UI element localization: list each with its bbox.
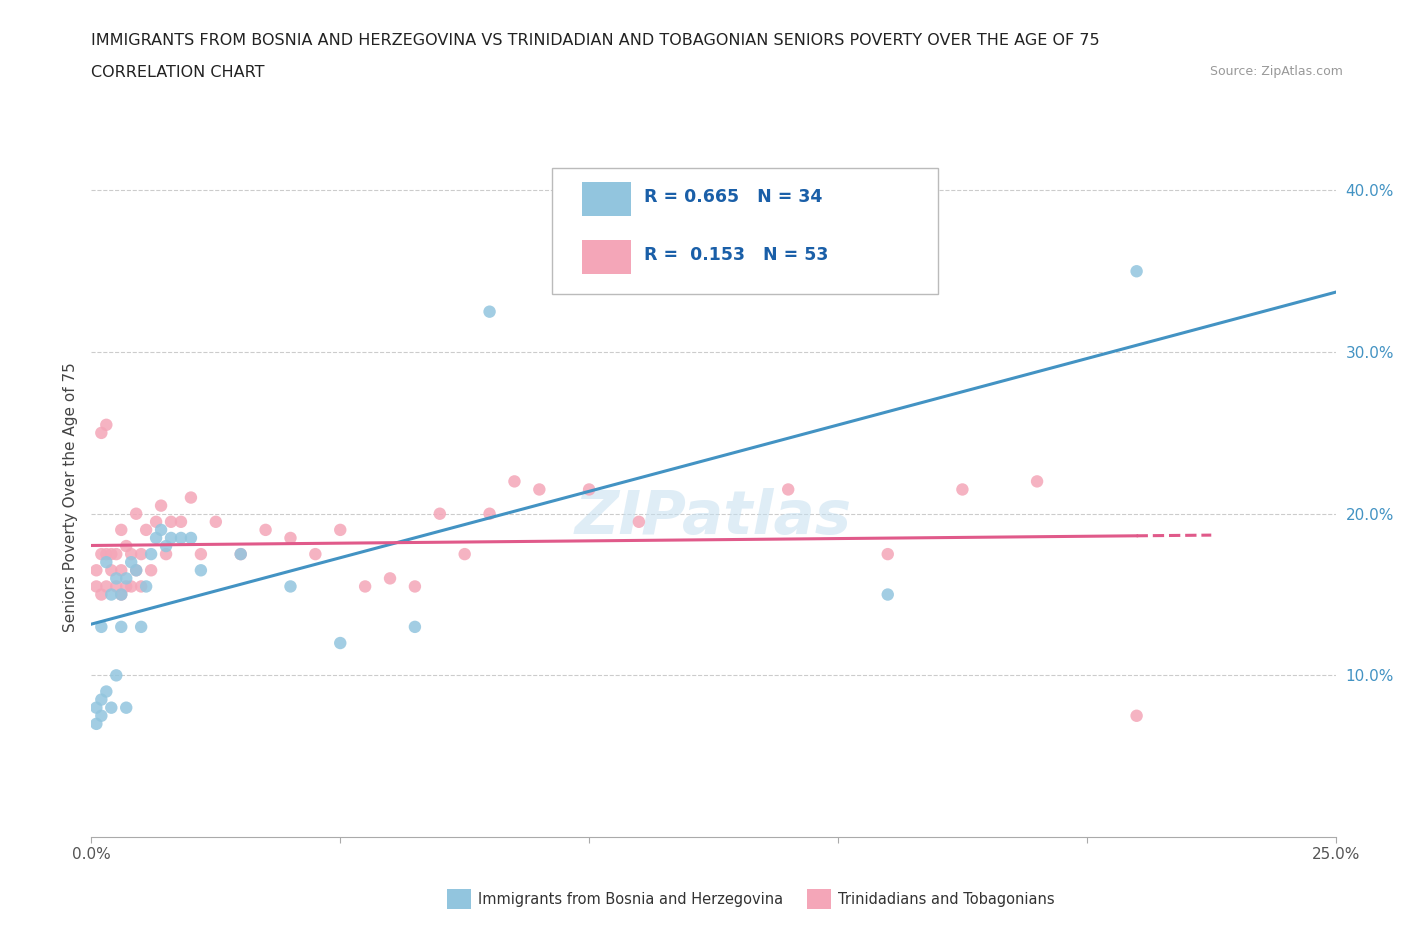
Y-axis label: Seniors Poverty Over the Age of 75: Seniors Poverty Over the Age of 75 bbox=[62, 363, 77, 632]
Point bbox=[145, 514, 167, 529]
Point bbox=[180, 530, 202, 545]
FancyBboxPatch shape bbox=[582, 240, 631, 273]
Point bbox=[115, 538, 138, 553]
Point bbox=[404, 579, 426, 594]
Point bbox=[139, 547, 162, 562]
Point bbox=[86, 579, 108, 594]
Point bbox=[404, 619, 426, 634]
Point bbox=[160, 514, 183, 529]
Point bbox=[100, 587, 122, 602]
Point bbox=[110, 619, 132, 634]
Point bbox=[115, 579, 138, 594]
Point bbox=[125, 563, 148, 578]
Point bbox=[1125, 709, 1147, 724]
Point bbox=[129, 547, 152, 562]
FancyBboxPatch shape bbox=[551, 168, 938, 294]
Point bbox=[578, 482, 600, 497]
Text: Source: ZipAtlas.com: Source: ZipAtlas.com bbox=[1209, 65, 1343, 78]
Point bbox=[170, 530, 193, 545]
Point bbox=[354, 579, 377, 594]
Point bbox=[155, 538, 177, 553]
Point bbox=[110, 587, 132, 602]
FancyBboxPatch shape bbox=[582, 182, 631, 216]
Point bbox=[180, 490, 202, 505]
Point bbox=[229, 547, 252, 562]
Point bbox=[105, 579, 128, 594]
Point bbox=[96, 547, 118, 562]
Text: IMMIGRANTS FROM BOSNIA AND HERZEGOVINA VS TRINIDADIAN AND TOBAGONIAN SENIORS POV: IMMIGRANTS FROM BOSNIA AND HERZEGOVINA V… bbox=[91, 33, 1099, 47]
Point bbox=[96, 418, 118, 432]
Point bbox=[453, 547, 475, 562]
Point bbox=[110, 523, 132, 538]
Point bbox=[129, 579, 152, 594]
Point bbox=[429, 506, 451, 521]
Point bbox=[503, 474, 526, 489]
Text: R = 0.665   N = 34: R = 0.665 N = 34 bbox=[644, 189, 823, 206]
Point bbox=[90, 425, 112, 440]
Text: Immigrants from Bosnia and Herzegovina: Immigrants from Bosnia and Herzegovina bbox=[478, 892, 783, 907]
Point bbox=[105, 571, 128, 586]
Point bbox=[120, 555, 142, 570]
Point bbox=[304, 547, 326, 562]
Text: R =  0.153   N = 53: R = 0.153 N = 53 bbox=[644, 246, 828, 264]
Point bbox=[100, 563, 122, 578]
Point bbox=[478, 506, 501, 521]
Point bbox=[160, 530, 183, 545]
Point bbox=[86, 700, 108, 715]
Point bbox=[190, 563, 212, 578]
Point bbox=[778, 482, 800, 497]
Point bbox=[115, 571, 138, 586]
Point bbox=[96, 579, 118, 594]
Point bbox=[139, 563, 162, 578]
Point bbox=[90, 547, 112, 562]
Point bbox=[100, 547, 122, 562]
Point bbox=[876, 587, 898, 602]
Point bbox=[145, 530, 167, 545]
Point bbox=[329, 635, 352, 650]
Point bbox=[135, 523, 157, 538]
Point bbox=[100, 700, 122, 715]
Point bbox=[229, 547, 252, 562]
Point bbox=[105, 668, 128, 683]
Point bbox=[125, 506, 148, 521]
Point bbox=[280, 530, 302, 545]
Point bbox=[135, 579, 157, 594]
Point bbox=[110, 563, 132, 578]
Point bbox=[627, 514, 650, 529]
Point bbox=[254, 523, 277, 538]
Point bbox=[876, 547, 898, 562]
Point bbox=[90, 709, 112, 724]
Point bbox=[950, 482, 973, 497]
Point bbox=[1125, 264, 1147, 279]
Point bbox=[190, 547, 212, 562]
Point bbox=[115, 700, 138, 715]
Point bbox=[86, 716, 108, 731]
Point bbox=[205, 514, 228, 529]
Point bbox=[96, 555, 118, 570]
Point bbox=[110, 587, 132, 602]
Point bbox=[378, 571, 401, 586]
Point bbox=[329, 523, 352, 538]
Point bbox=[129, 619, 152, 634]
Point bbox=[155, 547, 177, 562]
Point bbox=[90, 692, 112, 707]
Point bbox=[105, 547, 128, 562]
Point bbox=[125, 563, 148, 578]
Point bbox=[86, 563, 108, 578]
Point bbox=[170, 514, 193, 529]
Point bbox=[90, 587, 112, 602]
Point bbox=[150, 523, 173, 538]
Point bbox=[529, 482, 551, 497]
Text: ZIPatlas: ZIPatlas bbox=[575, 488, 852, 548]
Point bbox=[96, 684, 118, 699]
Text: CORRELATION CHART: CORRELATION CHART bbox=[91, 65, 264, 80]
Point bbox=[280, 579, 302, 594]
Point bbox=[120, 579, 142, 594]
Point bbox=[90, 619, 112, 634]
Text: Trinidadians and Tobagonians: Trinidadians and Tobagonians bbox=[838, 892, 1054, 907]
Point bbox=[1026, 474, 1049, 489]
Point bbox=[120, 547, 142, 562]
Point bbox=[150, 498, 173, 513]
Point bbox=[478, 304, 501, 319]
